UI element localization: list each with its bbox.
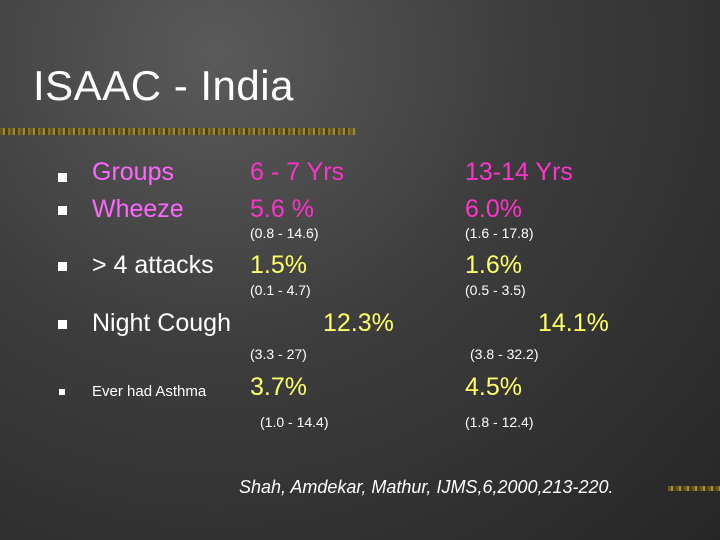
value-wheeze-6-7: 5.6 % [250,195,314,223]
title-divider [0,128,355,135]
ci-wheeze-13-14: (1.6 - 17.8) [465,225,534,241]
value-night-cough-13-14: 14.1% [538,309,609,337]
bullet-icon [59,389,65,395]
ci-attacks-13-14: (0.5 - 3.5) [465,282,526,298]
value-wheeze-13-14: 6.0% [465,195,522,223]
ci-night-cough-6-7: (3.3 - 27) [250,346,307,362]
value-asthma-13-14: 4.5% [465,373,522,401]
bullet-icon [58,173,67,182]
ci-attacks-6-7: (0.1 - 4.7) [250,282,311,298]
row-label-night-cough: Night Cough [92,309,231,337]
row-label-attacks: > 4 attacks [92,251,214,279]
col-header-6-7: 6 - 7 Yrs [250,158,345,186]
value-attacks-13-14: 1.6% [465,251,522,279]
value-night-cough-6-7: 12.3% [323,309,394,337]
row-label-asthma: Ever had Asthma [92,383,207,400]
slide-title: ISAAC - India [33,62,294,109]
ci-asthma-13-14: (1.8 - 12.4) [465,414,534,430]
ci-wheeze-6-7: (0.8 - 14.6) [250,225,319,241]
row-label-wheeze: Wheeze [92,195,184,223]
bullet-icon [58,206,67,215]
value-attacks-6-7: 1.5% [250,251,307,279]
citation-divider [668,486,720,491]
bullet-icon [58,320,67,329]
bullet-icon [58,262,67,271]
value-asthma-6-7: 3.7% [250,373,307,401]
col-header-13-14: 13-14 Yrs [465,158,573,186]
ci-night-cough-13-14: (3.8 - 32.2) [470,346,539,362]
ci-asthma-6-7: (1.0 - 14.4) [260,414,329,430]
groups-label: Groups [92,158,174,186]
citation: Shah, Amdekar, Mathur, IJMS,6,2000,213-2… [239,477,614,497]
